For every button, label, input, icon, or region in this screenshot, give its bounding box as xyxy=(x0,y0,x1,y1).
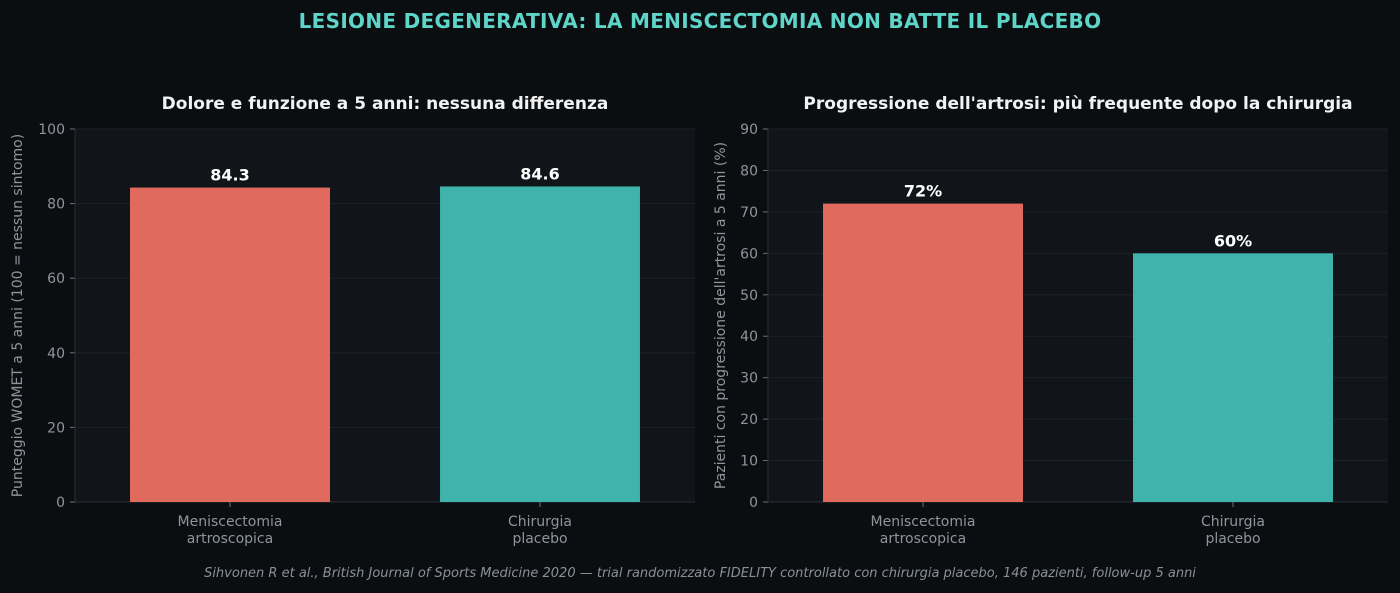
panel-title: Dolore e funzione a 5 anni: nessuna diff… xyxy=(162,94,609,114)
bar xyxy=(440,186,640,502)
y-tick-label: 0 xyxy=(56,495,65,511)
bar-value-label: 84.3 xyxy=(210,166,249,185)
bar-value-label: 60% xyxy=(1214,231,1252,250)
bar xyxy=(823,203,1023,502)
y-tick-label: 100 xyxy=(38,122,65,138)
x-tick-label: placebo xyxy=(512,531,567,547)
y-tick-label: 50 xyxy=(740,288,758,304)
y-tick-label: 0 xyxy=(749,495,758,511)
x-tick-label: Meniscectomia xyxy=(871,514,976,530)
bar-value-label: 84.6 xyxy=(520,164,559,183)
y-tick-label: 60 xyxy=(740,246,758,262)
x-tick-label: Chirurgia xyxy=(1201,514,1265,530)
y-tick-label: 20 xyxy=(47,420,65,436)
y-tick-label: 80 xyxy=(47,197,65,213)
bar xyxy=(1133,253,1333,502)
y-axis-label: Pazienti con progressione dell'artrosi a… xyxy=(713,142,729,489)
y-tick-label: 30 xyxy=(740,371,758,387)
y-tick-label: 10 xyxy=(740,454,758,470)
x-tick-label: Chirurgia xyxy=(508,514,572,530)
y-tick-label: 20 xyxy=(740,412,758,428)
y-tick-label: 90 xyxy=(740,122,758,138)
figure-title: LESIONE DEGENERATIVA: LA MENISCECTOMIA N… xyxy=(298,9,1102,33)
y-tick-label: 40 xyxy=(740,329,758,345)
y-tick-label: 80 xyxy=(740,163,758,179)
x-tick-label: artroscopica xyxy=(187,531,273,547)
x-tick-label: Meniscectomia xyxy=(178,514,283,530)
source-caption: Sihvonen R et al., British Journal of Sp… xyxy=(204,566,1196,581)
bar-value-label: 72% xyxy=(904,182,942,201)
x-tick-label: placebo xyxy=(1205,531,1260,547)
x-tick-label: artroscopica xyxy=(880,531,966,547)
y-tick-label: 40 xyxy=(47,346,65,362)
panel-title: Progressione dell'artrosi: più frequente… xyxy=(803,94,1352,114)
bar xyxy=(130,187,330,502)
y-tick-label: 60 xyxy=(47,271,65,287)
y-axis-label: Punteggio WOMET a 5 anni (100 = nessun s… xyxy=(10,134,26,497)
y-tick-label: 70 xyxy=(740,205,758,221)
